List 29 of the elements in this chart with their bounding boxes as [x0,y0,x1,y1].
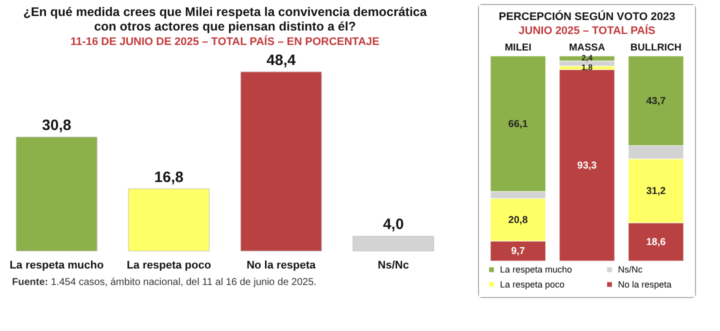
chart-title: PERCEPCIÓN SEGÚN VOTO 2023 [498,10,676,23]
data-label: 4,0 [382,216,404,234]
legend-label: No la respeta [618,280,672,290]
data-label: 66,1 [508,118,528,130]
data-label: 20,8 [508,214,528,226]
data-label: 48,4 [266,52,296,69]
chart-subtitle: JUNIO 2025 – TOTAL PAÍS [518,24,656,37]
chart-title: ¿En qué medida crees que Milei respeta la convivencia democrática con otros actores que piensan distinto a él? [23,4,428,34]
data-label: 16,8 [154,168,184,186]
x-tick-label: La respeta mucho [10,260,104,272]
bar [16,136,98,252]
legend-label: La respeta poco [500,280,565,290]
data-label: 43,7 [646,96,666,107]
bar [128,188,210,252]
data-label: 9,7 [511,246,526,258]
bar [240,72,322,252]
x-tick-label: MASSA [568,42,606,54]
bar [352,236,434,252]
source-note: Fuente: 1.454 casos, ámbito nacional, del 11 al 16 de junio de 2025. [12,277,318,288]
data-label: 31,2 [646,186,666,197]
x-tick-label: No la respeta [246,260,317,272]
x-tick-label: MILEI [504,42,532,54]
data-label: 93,3 [577,160,598,172]
x-tick-label: BULLRICH [630,42,682,54]
chart-subtitle: 11-16 DE JUNIO DE 2025 – TOTAL PAÍS – EN PORCENTAJE [70,34,380,48]
data-label: 30,8 [42,117,72,134]
data-label: 18,6 [646,236,666,248]
x-tick-label: Ns/Nc [378,260,409,272]
x-tick-label: La respeta poco [126,260,212,272]
